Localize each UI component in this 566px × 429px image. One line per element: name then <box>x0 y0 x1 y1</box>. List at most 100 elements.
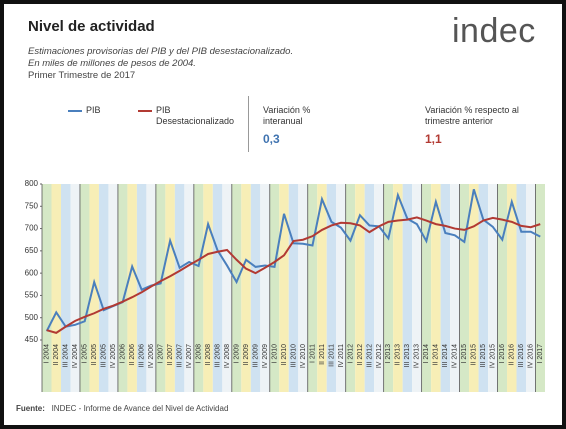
x-tick-label: IV 2011 <box>338 344 345 368</box>
indicator-value: 0,3 <box>263 132 280 146</box>
quarter-band <box>79 184 90 392</box>
x-tick-label: IV 2013 <box>414 344 421 368</box>
quarter-band <box>60 184 71 392</box>
x-tick-label: I 2014 <box>423 344 430 364</box>
quarter-band <box>535 184 545 392</box>
x-tick-label: IV 2004 <box>72 344 79 368</box>
quarter-band <box>307 184 318 392</box>
quarter-band <box>108 184 118 392</box>
x-tick-label: II 2005 <box>91 344 98 366</box>
x-tick-label: III 2006 <box>138 344 145 367</box>
x-tick-label: IV 2005 <box>110 344 117 368</box>
x-tick-label: III 2012 <box>366 344 373 367</box>
y-tick-label: 800 <box>25 179 39 188</box>
quarter-band <box>450 184 460 392</box>
quarter-band <box>507 184 517 392</box>
x-tick-label: I 2016 <box>499 344 506 364</box>
logo: indec <box>452 12 536 50</box>
y-tick-label: 450 <box>25 335 39 344</box>
quarter-band <box>516 184 527 392</box>
quarter-band <box>42 184 52 392</box>
x-tick-label: II 2013 <box>395 344 402 366</box>
period: Primer Trimestre de 2017 <box>28 70 136 81</box>
chart: I 2004 II 2004 III 2004 IV 2004 I 2005 II 200… <box>25 179 545 392</box>
x-tick-label: IV 2012 <box>376 344 383 368</box>
quarter-band <box>70 184 80 392</box>
quarter-band <box>478 184 489 392</box>
x-tick-label: IV 2016 <box>528 344 535 368</box>
x-tick-label: III 2014 <box>442 344 449 367</box>
x-tick-label: III 2016 <box>518 344 525 367</box>
quarter-band <box>326 184 337 392</box>
x-tick-label: II 2006 <box>129 344 136 366</box>
x-tick-label: IV 2015 <box>490 344 497 368</box>
quarter-band <box>212 184 223 392</box>
x-tick-label: IV 2009 <box>262 344 269 368</box>
x-tick-label: III 2009 <box>252 344 259 367</box>
quarter-band <box>231 184 242 392</box>
x-tick-label: II 2012 <box>357 344 364 366</box>
y-tick-label: 750 <box>25 201 39 210</box>
quarter-band <box>526 184 536 392</box>
quarter-band <box>440 184 451 392</box>
x-tick-label: III 2013 <box>404 344 411 367</box>
x-tick-label: II 2010 <box>281 344 288 366</box>
source: Fuente: INDEC - Informe de Avance del Ni… <box>16 404 228 413</box>
x-tick-label: I 2008 <box>195 344 202 364</box>
x-tick-label: III 2011 <box>328 344 335 367</box>
quarter-band <box>431 184 441 392</box>
legend-label: PIB <box>86 105 101 115</box>
quarter-band <box>184 184 194 392</box>
x-tick-label: III 2005 <box>101 344 108 367</box>
quarter-band <box>345 184 356 392</box>
quarter-band <box>127 184 137 392</box>
quarter-band <box>402 184 413 392</box>
quarter-band <box>412 184 422 392</box>
x-tick-label: IV 2010 <box>300 344 307 368</box>
subtitle: En miles de millones de pesos de 2004. <box>28 58 196 69</box>
quarter-band <box>336 184 346 392</box>
x-tick-label: I 2015 <box>461 344 468 364</box>
quarter-band <box>383 184 394 392</box>
x-tick-label: IV 2006 <box>148 344 155 368</box>
x-tick-label: I 2007 <box>157 344 164 364</box>
y-tick-label: 550 <box>25 291 39 300</box>
quarter-band <box>51 184 61 392</box>
quarter-band <box>364 184 375 392</box>
quarter-band <box>98 184 109 392</box>
quarter-band <box>117 184 128 392</box>
x-tick-label: II 2009 <box>243 344 250 366</box>
y-tick-label: 600 <box>25 268 39 277</box>
quarter-band <box>421 184 432 392</box>
x-tick-label: I 2009 <box>233 344 240 364</box>
title: Nivel de actividad <box>28 18 155 35</box>
quarter-band <box>260 184 270 392</box>
x-tick-label: I 2004 <box>44 344 51 364</box>
quarter-band <box>393 184 403 392</box>
x-tick-label: IV 2007 <box>186 344 193 368</box>
quarter-band <box>497 184 508 392</box>
x-tick-label: II 2016 <box>509 344 516 366</box>
quarter-band <box>241 184 251 392</box>
quarter-band <box>488 184 498 392</box>
quarter-band <box>317 184 327 392</box>
quarter-band <box>269 184 280 392</box>
quarter-band <box>298 184 308 392</box>
x-tick-label: I 2013 <box>385 344 392 364</box>
legend-swatch <box>138 110 152 112</box>
legend-swatch <box>68 110 82 112</box>
quarter-band <box>469 184 479 392</box>
x-tick-label: I 2010 <box>271 344 278 364</box>
x-tick-label: I 2012 <box>347 344 354 364</box>
x-tick-label: III 2007 <box>176 344 183 367</box>
quarter-band <box>146 184 156 392</box>
indicator-label: Variación % interanual <box>263 105 311 126</box>
x-tick-label: II 2008 <box>205 344 212 366</box>
y-tick-label: 500 <box>25 313 39 322</box>
y-tick-label: 650 <box>25 246 39 255</box>
quarter-band <box>355 184 365 392</box>
x-tick-label: II 2014 <box>433 344 440 366</box>
x-tick-label: II 2011 <box>319 344 326 365</box>
x-tick-label: I 2017 <box>537 344 544 364</box>
series-line <box>46 216 541 334</box>
